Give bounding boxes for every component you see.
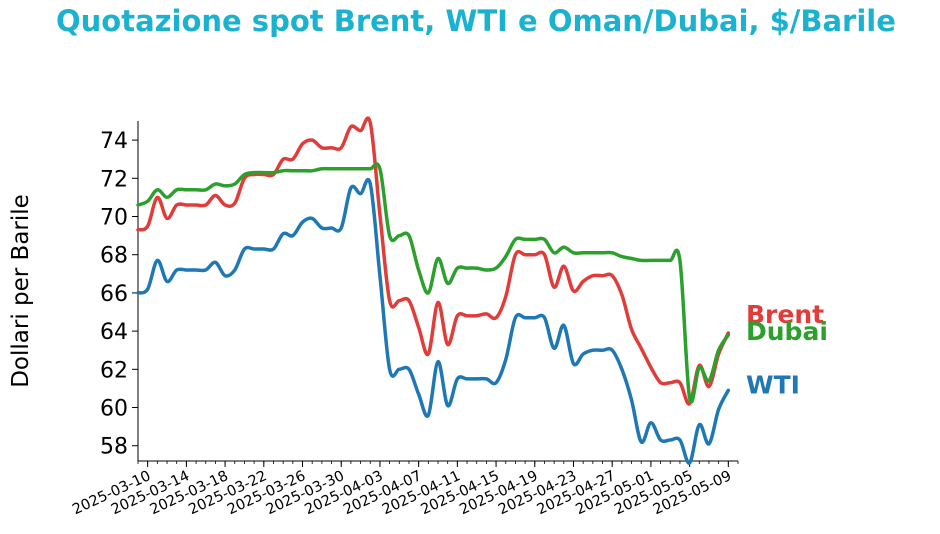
series-label-dubai: Dubai xyxy=(746,317,828,346)
series-line-brent xyxy=(136,116,731,406)
y-tick-label: 70 xyxy=(100,206,128,231)
axes: 5860626466687072742025-03-102025-03-1420… xyxy=(70,121,739,518)
chart-title: Quotazione spot Brent, WTI e Oman/Dubai,… xyxy=(56,4,896,38)
y-axis-title: Dollari per Barile xyxy=(8,194,34,388)
y-tick-label: 58 xyxy=(100,435,128,460)
y-tick-label: 74 xyxy=(100,129,128,154)
y-tick-label: 72 xyxy=(100,167,128,192)
y-tick-label: 68 xyxy=(100,244,128,269)
y-tick-label: 60 xyxy=(100,397,128,422)
y-tick-label: 62 xyxy=(100,358,128,383)
y-tick-label: 64 xyxy=(100,320,128,345)
series-line-dubai xyxy=(136,162,731,404)
series-label-wti: WTI xyxy=(746,371,800,400)
y-tick-label: 66 xyxy=(100,282,128,307)
series-lines xyxy=(136,116,731,465)
series-label-brent: Brent xyxy=(746,300,824,329)
series-line-wti xyxy=(136,177,731,465)
